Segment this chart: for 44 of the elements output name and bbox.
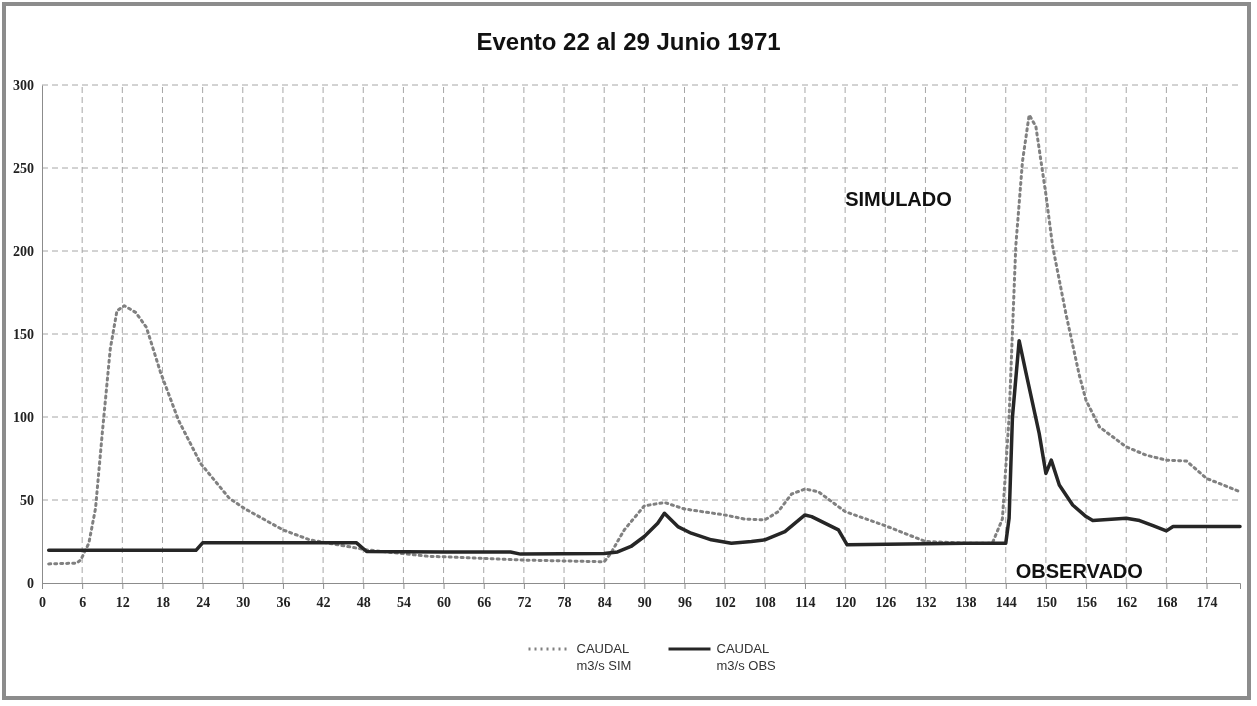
x-tick-label: 162	[1116, 595, 1138, 611]
x-tick-label: 96	[678, 595, 692, 611]
x-tick-label: 132	[915, 595, 937, 611]
y-tick-label: 300	[13, 77, 34, 93]
legend-label: CAUDAL m3/s OBS	[716, 641, 777, 673]
x-tick-label: 0	[39, 595, 46, 611]
annotation: SIMULADO	[845, 188, 952, 211]
x-tick-label: 168	[1156, 595, 1178, 611]
x-tick-label: 90	[637, 595, 652, 611]
x-tick-label: 102	[714, 595, 736, 611]
legend-label: CAUDAL m3/s SIM	[576, 641, 632, 673]
x-tick-label: 150	[1035, 595, 1057, 611]
x-tick-label: 126	[875, 595, 897, 611]
x-tick-label: 114	[795, 595, 816, 611]
x-tick-label: 18	[155, 595, 170, 611]
y-tick-label: 0	[27, 575, 34, 591]
x-tick-label: 54	[396, 595, 411, 611]
y-tick-label: 100	[13, 409, 34, 425]
y-tick-label: 150	[13, 326, 34, 342]
x-tick-label: 84	[597, 595, 612, 611]
x-tick-label: 174	[1196, 595, 1218, 611]
y-tick-label: 50	[20, 492, 34, 508]
x-tick-label: 156	[1076, 595, 1098, 611]
x-tick-label: 36	[276, 595, 291, 611]
line-series	[46, 338, 1242, 556]
line-series	[47, 113, 1242, 566]
x-tick-label: 30	[236, 595, 251, 611]
x-tick-label: 72	[517, 595, 532, 611]
x-tick-label: 6	[79, 595, 87, 611]
x-tick-label: 48	[356, 595, 371, 611]
x-tick-label: 24	[196, 595, 211, 611]
x-tick-label: 108	[754, 595, 776, 611]
x-tick-label: 78	[557, 595, 572, 611]
x-tick-label: 66	[477, 595, 492, 611]
x-tick-label: 42	[316, 595, 331, 611]
x-tick-label: 12	[115, 595, 130, 611]
x-tick-label: 60	[437, 595, 452, 611]
x-tick-label: 120	[835, 595, 857, 611]
x-tick-label: 144	[995, 595, 1017, 611]
y-tick-label: 250	[13, 160, 34, 176]
chart-title: Evento 22 al 29 Junio 1971	[476, 28, 781, 55]
x-tick-label: 138	[955, 595, 977, 611]
y-tick-label: 200	[13, 243, 34, 259]
annotation: OBSERVADO	[1015, 560, 1143, 583]
